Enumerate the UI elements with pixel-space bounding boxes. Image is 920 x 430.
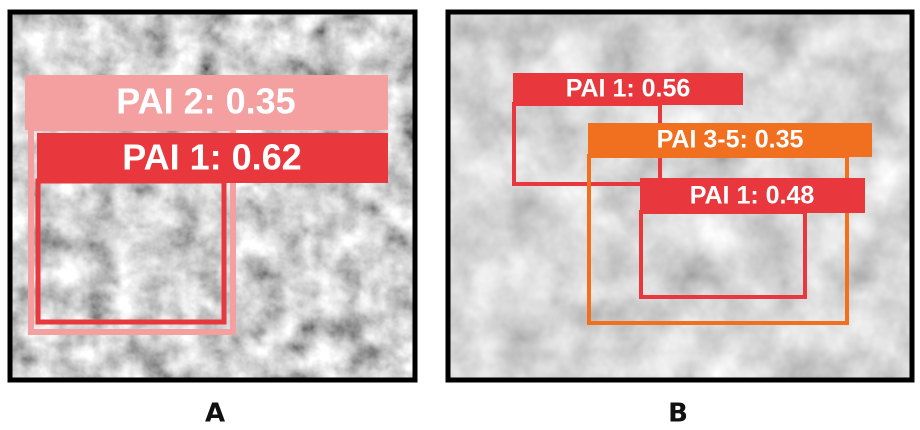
detection-label: PAI 1: 0.48: [690, 182, 815, 210]
image: [10, 12, 415, 380]
panel-a: PAI 2: 0.35 PAI 1: 0.62: [10, 12, 415, 380]
detection-label: PAI 2: 0.35: [116, 81, 295, 122]
detection-label: PAI 1: 0.56: [566, 75, 691, 103]
panel-label: A: [205, 399, 225, 429]
detection-label: PAI 3-5: 0.35: [657, 126, 804, 154]
panel-b: PAI 1: 0.56 PAI 3-5: 0.35 PAI 1: 0.48: [448, 12, 912, 380]
detection-label: PAI 1: 0.62: [122, 137, 301, 178]
figure: PAI 2: 0.35 PAI 1: 0.62 PAI 1: 0.56 PAI …: [0, 0, 920, 430]
panel-label: B: [668, 399, 688, 429]
